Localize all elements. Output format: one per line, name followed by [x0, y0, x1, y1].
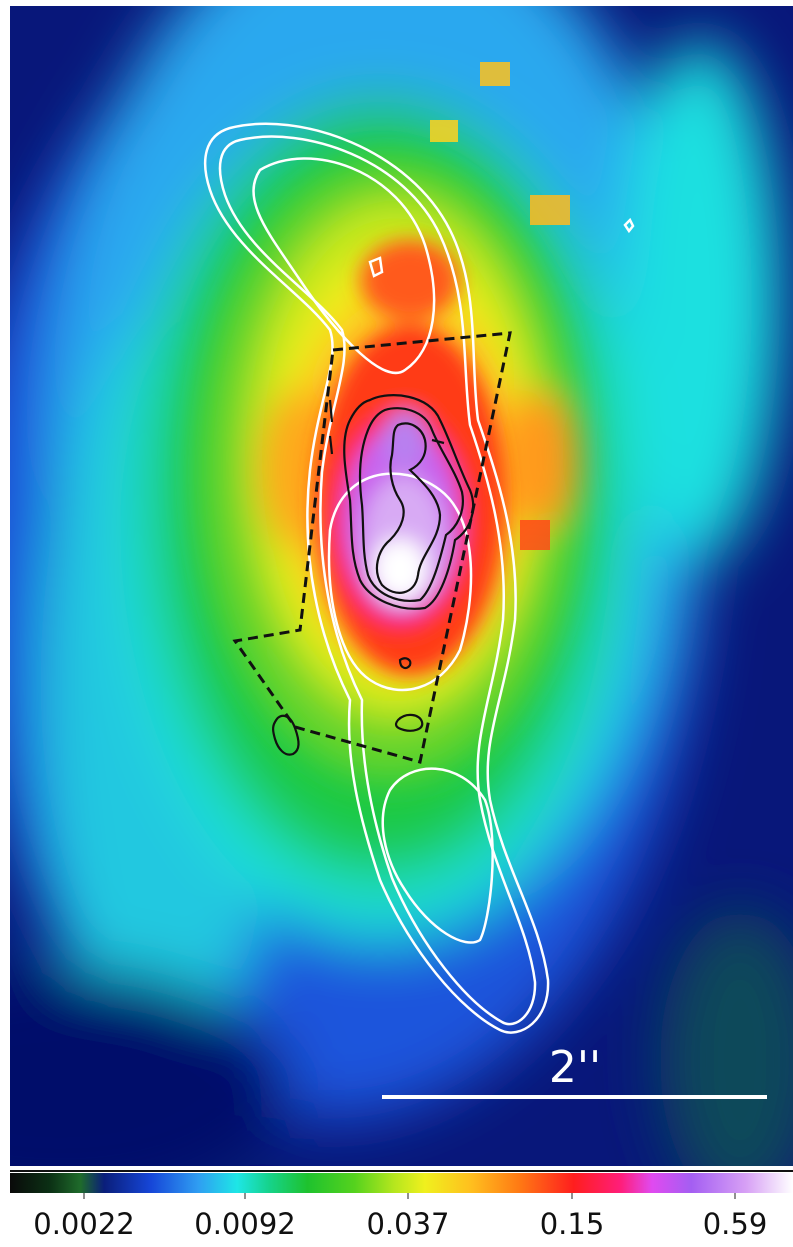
scale-bar-label: 2'': [549, 1042, 601, 1093]
colorbar-tick-label: 0.0092: [194, 1207, 295, 1241]
colorbar-tick-label: 0.037: [366, 1207, 449, 1241]
colorbar: [10, 1173, 793, 1193]
field-of-view: [232, 331, 512, 764]
inner-contours: [272, 394, 475, 756]
colorbar-tick-label: 0.59: [703, 1207, 768, 1241]
colorbar-tick-label: 0.15: [540, 1207, 605, 1241]
emission-map: [10, 6, 793, 1166]
colorbar-ticks: [83, 1193, 736, 1199]
colorbar-tick-label: 0.0022: [33, 1207, 134, 1241]
radio-contours: [203, 122, 635, 1034]
